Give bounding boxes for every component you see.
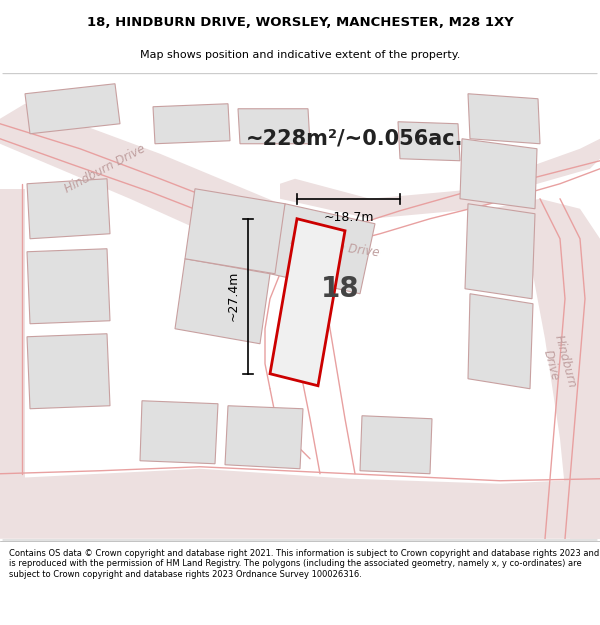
Text: 18, HINDBURN DRIVE, WORSLEY, MANCHESTER, M28 1XY: 18, HINDBURN DRIVE, WORSLEY, MANCHESTER,… [86, 16, 514, 29]
Text: 18: 18 [320, 275, 359, 302]
Polygon shape [0, 469, 600, 539]
Text: ~228m²/~0.056ac.: ~228m²/~0.056ac. [246, 129, 464, 149]
Polygon shape [185, 189, 285, 274]
Polygon shape [27, 249, 110, 324]
Polygon shape [468, 294, 533, 389]
Polygon shape [398, 122, 460, 161]
Text: Hindburn Drive: Hindburn Drive [290, 234, 380, 259]
Polygon shape [270, 204, 375, 294]
Text: Hindburn Drive: Hindburn Drive [62, 142, 148, 196]
Polygon shape [468, 94, 540, 144]
Polygon shape [0, 104, 330, 254]
Polygon shape [0, 189, 25, 479]
Polygon shape [280, 139, 600, 219]
Polygon shape [175, 259, 270, 344]
Text: Contains OS data © Crown copyright and database right 2021. This information is : Contains OS data © Crown copyright and d… [9, 549, 599, 579]
Text: ~27.4m: ~27.4m [227, 271, 240, 321]
Polygon shape [153, 104, 230, 144]
Polygon shape [27, 179, 110, 239]
Text: ~18.7m: ~18.7m [323, 211, 374, 224]
Polygon shape [270, 219, 345, 386]
Polygon shape [360, 416, 432, 474]
Polygon shape [140, 401, 218, 464]
Text: Map shows position and indicative extent of the property.: Map shows position and indicative extent… [140, 50, 460, 60]
Polygon shape [460, 139, 537, 209]
Polygon shape [225, 406, 303, 469]
Polygon shape [238, 109, 310, 144]
Polygon shape [25, 84, 120, 134]
Polygon shape [490, 199, 600, 539]
Polygon shape [27, 334, 110, 409]
Polygon shape [465, 204, 535, 299]
Text: Hindburn
Drive: Hindburn Drive [538, 334, 578, 394]
